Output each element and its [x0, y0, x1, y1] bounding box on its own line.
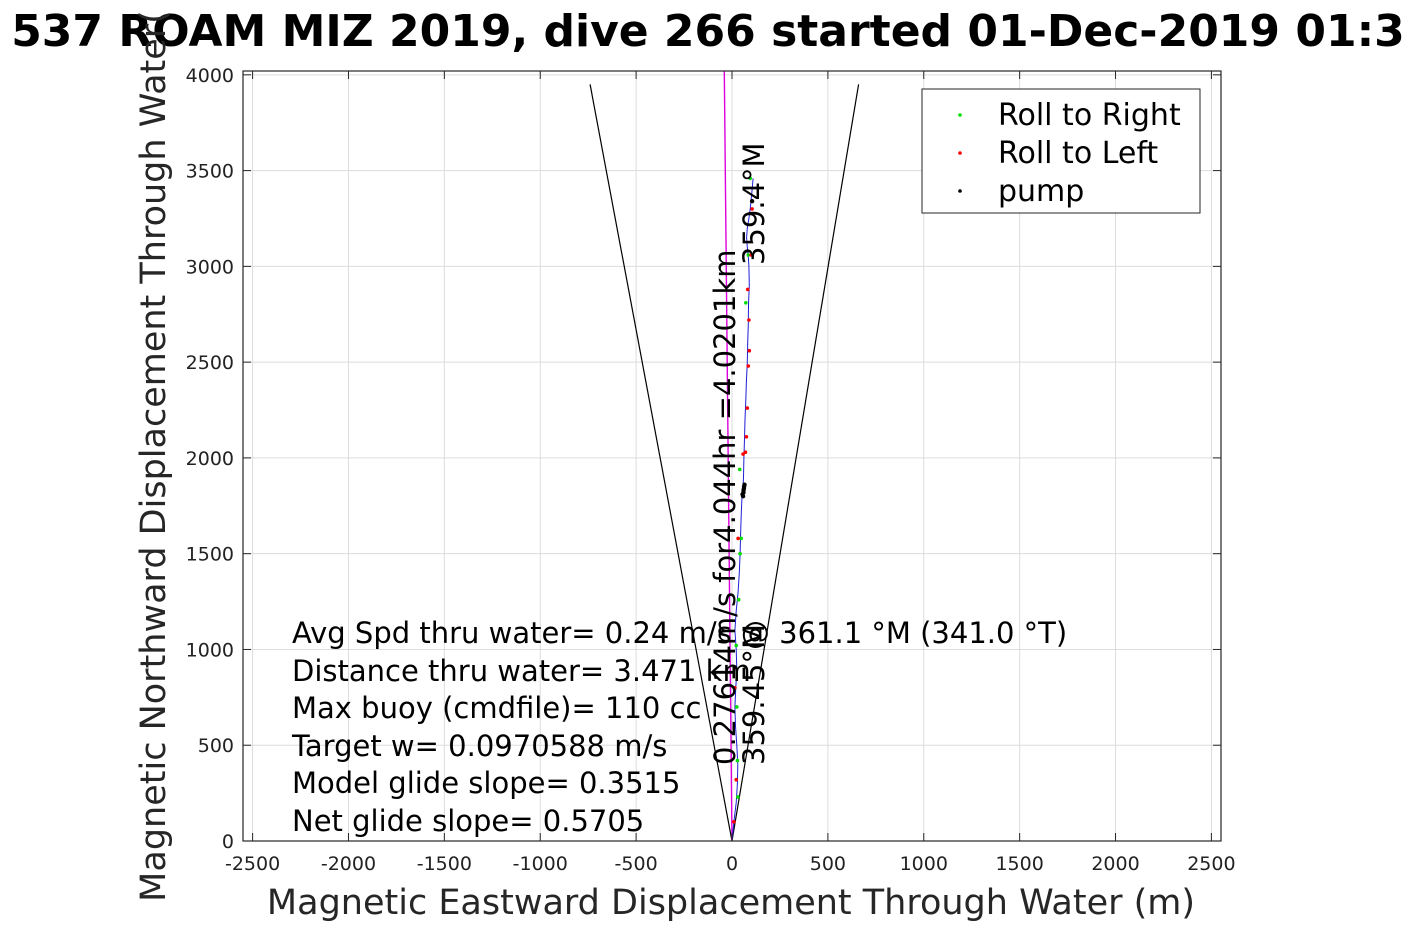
y-tick-labels: 0 500 1000 1500 2000 2500 3000 3500 4000 [186, 65, 234, 853]
x-tick-label: -1500 [417, 853, 472, 875]
legend: Roll to Right Roll to Left pump [921, 88, 1201, 214]
roll-left-point [745, 406, 750, 410]
roll-left-point [733, 686, 737, 690]
roll-left-point [747, 318, 751, 322]
legend-marker-roll-left [958, 151, 962, 155]
annotation-net-glide-slope: Net glide slope= 0.5705 [292, 804, 644, 838]
y-tick-label: 4000 [186, 65, 234, 87]
roll-right-point [736, 795, 740, 799]
roll-right-point [746, 253, 751, 257]
x-tick-label: 2500 [1187, 853, 1235, 875]
roll-left-point [743, 450, 748, 455]
y-tick-label: 1500 [186, 544, 234, 566]
x-tick-label: -2000 [321, 853, 376, 875]
x-tick-label: 0 [726, 853, 738, 875]
x-tick-label: 500 [810, 853, 846, 875]
y-tick-label: 3500 [186, 161, 234, 183]
heading-top-label: 359.4°M [737, 142, 771, 265]
heading-bottom-label: 359.45°M [737, 624, 771, 765]
annotation-distance: Distance thru water= 3.471 km [292, 654, 751, 688]
y-tick-label: 500 [198, 735, 234, 757]
roll-left-point [734, 777, 738, 782]
y-tick-label: 3000 [186, 256, 234, 278]
annotation-model-glide-slope: Model glide slope= 0.3515 [292, 766, 680, 800]
x-tick-label: -2500 [225, 853, 280, 875]
roll-right-point [744, 301, 748, 305]
annotation-target-w: Target w= 0.0970588 m/s [291, 729, 667, 763]
plot-data [589, 70, 860, 842]
annotation-avg-speed: Avg Spd thru water= 0.24 m/s @ 361.1 °M … [292, 616, 1067, 650]
annotation-block: Avg Spd thru water= 0.24 m/s @ 361.1 °M … [291, 616, 1067, 838]
legend-label-roll-right: Roll to Right [998, 98, 1181, 133]
annotation-max-buoy: Max buoy (cmdfile)= 110 cc [292, 691, 701, 725]
pump-point [741, 484, 747, 489]
chart-title: 537 ROAM MIZ 2019, dive 266 started 01-D… [11, 6, 1405, 57]
legend-label-pump: pump [998, 174, 1084, 209]
x-tick-label: -1000 [513, 853, 568, 875]
x-tick-label: -500 [615, 853, 658, 875]
y-tick-label: 0 [222, 831, 234, 853]
roll-right-point [739, 536, 743, 541]
x-tick-label: 1500 [995, 853, 1043, 875]
x-tick-label: 1000 [900, 853, 948, 875]
roll-left-point [747, 348, 752, 353]
roll-left-point [736, 536, 740, 541]
roll-left-point [745, 287, 750, 292]
legend-box [921, 88, 1201, 214]
y-tick-label: 2000 [186, 448, 234, 470]
x-axis-label: Magnetic Eastward Displacement Through W… [267, 883, 1195, 923]
x-tick-labels: -2500 -2000 -1500 -1000 -500 0 500 1000 1500 2000… [225, 853, 1236, 875]
roll-left-point [744, 435, 749, 439]
roll-left-point [746, 364, 751, 368]
roll-right-point [737, 467, 742, 472]
legend-label-roll-left: Roll to Left [998, 136, 1158, 171]
pump-point [741, 488, 746, 493]
roll-right-point [734, 643, 738, 648]
x-tick-label: 2000 [1091, 853, 1139, 875]
glide-cone-line [731, 84, 860, 842]
roll-right-point [748, 176, 752, 181]
y-tick-label: 2500 [186, 352, 234, 374]
roll-left-point [732, 820, 736, 824]
tick-marks [243, 71, 1221, 842]
glide-cone-line [589, 84, 733, 842]
roll-right-point [738, 551, 742, 556]
pump-point [740, 492, 745, 497]
legend-marker-roll-right [958, 113, 962, 117]
pump-point [749, 199, 755, 204]
depth-avg-current-line [723, 70, 733, 842]
legend-marker-pump [958, 189, 962, 193]
glider-track-line [731, 178, 754, 842]
roll-left-point [749, 253, 753, 257]
depth-avg-current-label: 0.27614m/s for4.044hr =4.0201km [708, 249, 742, 765]
y-tick-label: 1000 [186, 639, 234, 661]
roll-right-point [735, 758, 740, 763]
roll-left-point [750, 207, 754, 211]
roll-right-point [736, 597, 741, 602]
y-axis-label: Magnetic Northward Displacement Through … [134, 10, 174, 902]
roll-right-point [735, 705, 739, 709]
